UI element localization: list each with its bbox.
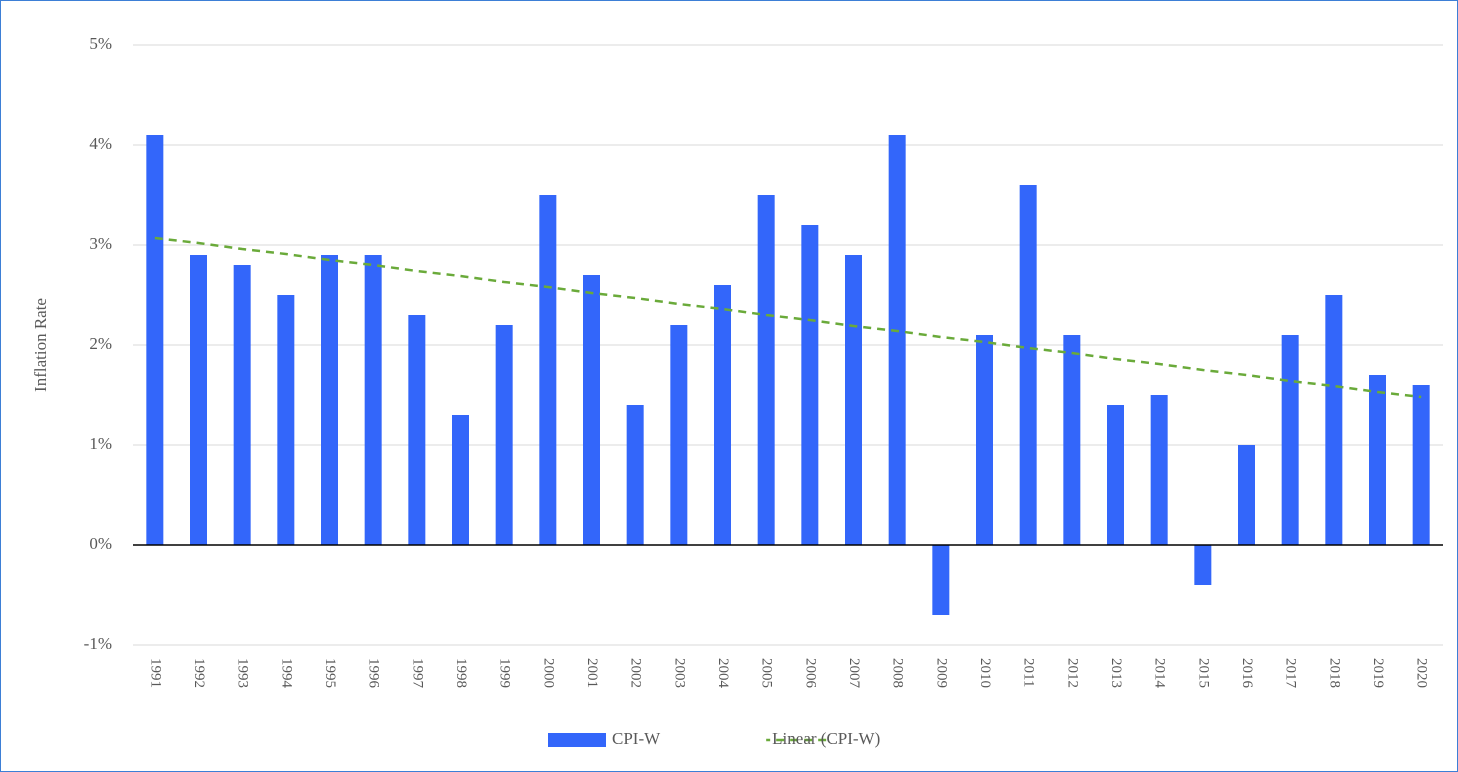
x-tick-label: 2020 [1414, 658, 1430, 688]
bar [1238, 445, 1255, 545]
x-tick-label: 2006 [802, 658, 818, 689]
bar [321, 255, 338, 545]
bar [845, 255, 862, 545]
x-tick-label: 1997 [409, 658, 425, 689]
y-tick-label: 5% [89, 34, 112, 53]
y-tick-label: -1% [84, 634, 112, 653]
bar [364, 255, 382, 545]
x-tick-label: 1993 [235, 658, 251, 688]
bar [1325, 295, 1343, 545]
x-tick-label: 2019 [1370, 658, 1386, 688]
bar [888, 135, 906, 545]
x-tick-label: 1996 [366, 658, 382, 689]
bar [670, 325, 688, 545]
x-tick-label: 2007 [846, 658, 862, 689]
y-tick-label: 2% [89, 334, 112, 353]
y-tick-label: 3% [89, 234, 112, 253]
x-tick-label: 1998 [453, 658, 469, 688]
x-tick-label: 2013 [1108, 658, 1124, 688]
bar [1019, 185, 1037, 545]
bar [146, 135, 164, 545]
x-tick-label: 2011 [1021, 658, 1037, 687]
x-tick-label: 1992 [191, 658, 207, 688]
x-tick-label: 2000 [540, 658, 556, 688]
x-tick-label: 2012 [1064, 658, 1080, 688]
x-tick-label: 1999 [497, 658, 513, 688]
x-tick-label: 2005 [759, 658, 775, 688]
legend-swatch [548, 733, 606, 747]
x-tick-label: 2002 [628, 658, 644, 688]
x-tick-label: 2016 [1239, 658, 1255, 689]
bar [1194, 545, 1212, 585]
bar [1150, 395, 1168, 545]
bar [932, 545, 950, 615]
x-tick-label: 2004 [715, 658, 731, 689]
x-tick-label: 1991 [147, 658, 163, 688]
bar [539, 195, 557, 545]
y-tick-label: 1% [89, 434, 112, 453]
x-tick-label: 2001 [584, 658, 600, 688]
legend-label: Linear (CPI-W) [772, 729, 880, 748]
x-tick-label: 1994 [278, 658, 294, 689]
bar [626, 405, 644, 545]
bar [495, 325, 513, 545]
x-tick-label: 2015 [1195, 658, 1211, 688]
bar [1412, 385, 1430, 545]
bar [1063, 335, 1081, 545]
bar [408, 315, 426, 545]
y-axis-label: Inflation Rate [31, 298, 50, 392]
y-tick-label: 4% [89, 134, 112, 153]
x-tick-label: 2009 [933, 658, 949, 688]
x-tick-label: 2008 [890, 658, 906, 688]
bar [801, 225, 819, 545]
bar [976, 335, 993, 545]
bar [757, 195, 775, 545]
trend-line [154, 236, 1422, 399]
bar [277, 295, 295, 545]
x-tick-label: 2014 [1152, 658, 1168, 689]
x-tick-label: 2017 [1283, 658, 1299, 689]
x-tick-label: 1995 [322, 658, 338, 688]
y-tick-label: 0% [89, 534, 112, 553]
bar [714, 285, 731, 545]
x-tick-label: 2018 [1326, 658, 1342, 688]
x-tick-label: 2003 [671, 658, 687, 688]
bar [1281, 335, 1299, 545]
bar [233, 265, 251, 545]
bar [1369, 375, 1386, 545]
legend-label: CPI-W [612, 729, 661, 748]
bar [1107, 405, 1124, 545]
bar [452, 415, 469, 545]
bar [190, 255, 207, 545]
x-tick-label: 2010 [977, 658, 993, 688]
bar [583, 275, 600, 545]
